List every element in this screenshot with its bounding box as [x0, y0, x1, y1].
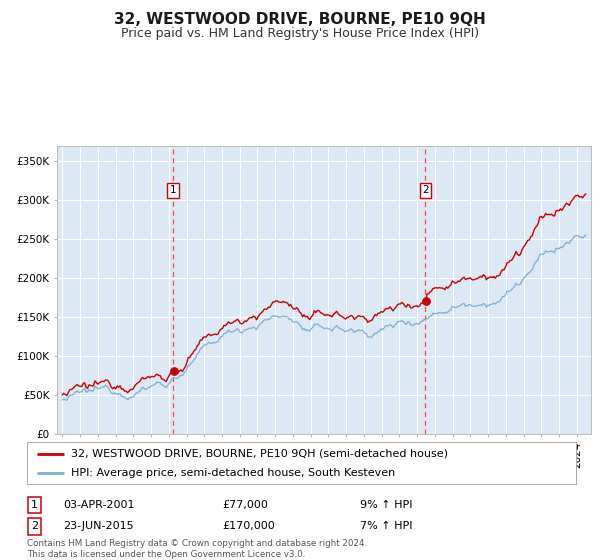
Point	[169, 367, 178, 376]
Text: Price paid vs. HM Land Registry's House Price Index (HPI): Price paid vs. HM Land Registry's House …	[121, 27, 479, 40]
Text: 2: 2	[31, 521, 38, 531]
Text: 2: 2	[422, 185, 429, 195]
Point	[421, 297, 430, 306]
Text: £170,000: £170,000	[222, 521, 275, 531]
Text: 32, WESTWOOD DRIVE, BOURNE, PE10 9QH (semi-detached house): 32, WESTWOOD DRIVE, BOURNE, PE10 9QH (se…	[71, 449, 448, 459]
Text: 32, WESTWOOD DRIVE, BOURNE, PE10 9QH: 32, WESTWOOD DRIVE, BOURNE, PE10 9QH	[114, 12, 486, 27]
Text: 9% ↑ HPI: 9% ↑ HPI	[360, 500, 413, 510]
Text: 1: 1	[170, 185, 176, 195]
Text: 7% ↑ HPI: 7% ↑ HPI	[360, 521, 413, 531]
Text: Contains HM Land Registry data © Crown copyright and database right 2024.
This d: Contains HM Land Registry data © Crown c…	[27, 539, 367, 559]
Text: £77,000: £77,000	[222, 500, 268, 510]
Text: 03-APR-2001: 03-APR-2001	[63, 500, 134, 510]
Text: HPI: Average price, semi-detached house, South Kesteven: HPI: Average price, semi-detached house,…	[71, 468, 395, 478]
Text: 1: 1	[31, 500, 38, 510]
Text: 23-JUN-2015: 23-JUN-2015	[63, 521, 134, 531]
